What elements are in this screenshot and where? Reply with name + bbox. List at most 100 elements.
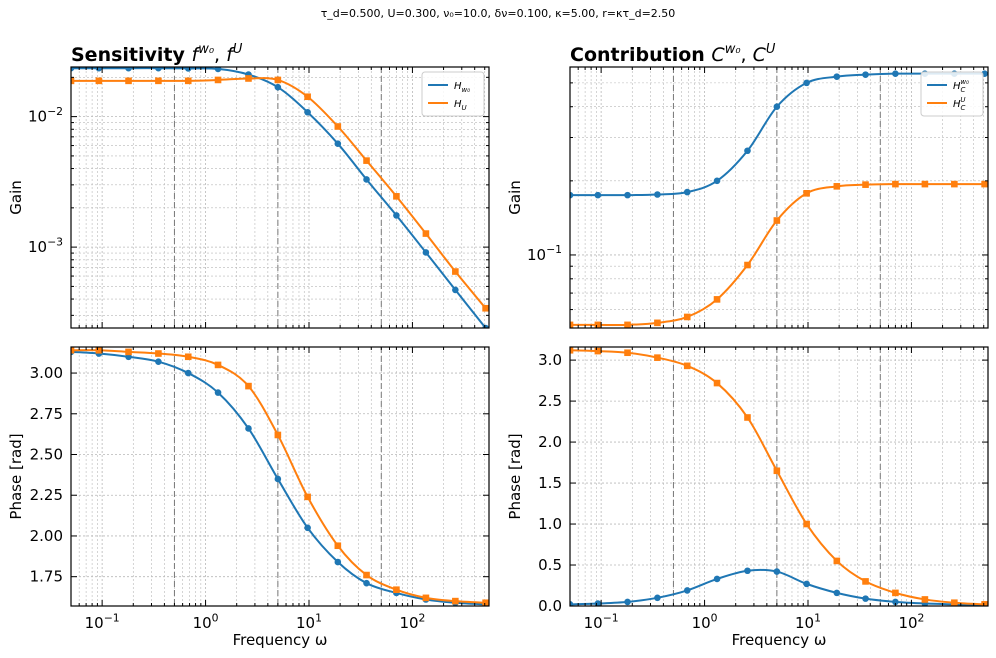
y-axis-label: Gain [7,180,25,215]
data-point-square [184,353,192,361]
legend: Hw₀ HU [421,71,485,117]
data-point-square [184,77,192,85]
data-point-circle [245,425,252,432]
axes-frame [569,346,989,607]
data-point-circle [422,249,430,256]
legend-label: HCU [953,96,966,112]
grid-lines [570,347,988,606]
data-point-circle [274,83,282,91]
series-group [71,347,489,606]
series-group [570,347,988,606]
data-point-square [214,361,222,369]
data-point-square [452,268,459,275]
data-point-circle [334,140,342,148]
chart-panel-1: 10−3 10−2 Gain Sensitivity fw₀, fU Hw₀ HU [7,42,490,329]
data-point-square [981,601,988,606]
data-point-circle [334,558,342,566]
data-point-square [744,414,751,421]
legend-label: HU [454,99,467,112]
data-point-circle [624,191,631,199]
data-point-circle [892,598,899,606]
data-point-square [624,349,631,357]
chart-panel-3: 10−1 100 101 102 1.75 2.00 2.25 2.50 2.75 3.00 Pha… [7,346,490,649]
y-tick-label: 1.0 [538,515,562,533]
data-point-circle [155,358,162,365]
data-point-circle [744,147,751,155]
data-point-square [245,382,252,390]
data-point-square [363,571,370,579]
legend: HCw₀ HCU [920,71,984,117]
data-point-square [95,77,103,85]
y-axis-label: Phase [rad] [506,433,524,519]
data-point-circle [654,594,661,602]
data-point-square [833,183,841,190]
y-tick-label: 2.0 [538,433,562,451]
legend-box [421,71,485,117]
chart-panel-2: 10−1 Gain Contribution Cw₀, CU HCw₀ HCU [506,42,989,329]
data-point-circle [744,567,751,575]
data-point-circle [304,108,311,116]
data-point-square [654,319,661,327]
figure-suptitle: τ_d=0.500, U=0.300, ν₀=10.0, δν=0.100, κ… [320,7,676,20]
data-point-circle [833,589,841,597]
axes-frame [569,66,989,329]
data-point-square [713,296,721,303]
data-point-circle [274,475,282,483]
data-point-circle [773,103,781,111]
x-axis-label: Frequency ω [233,631,328,649]
data-point-square [773,467,781,475]
data-point-square [422,230,430,237]
data-point-circle [803,580,810,588]
data-point-square [921,596,929,603]
y-tick-label: 2.5 [538,392,562,410]
data-point-square [654,354,661,361]
data-point-square [274,76,282,84]
data-point-square [862,578,869,585]
data-point-square [482,304,489,312]
y-tick-label: 1.75 [30,568,63,586]
data-point-square [683,313,691,321]
data-point-square [683,362,691,370]
grid-lines [570,67,988,328]
data-point-circle [594,191,602,199]
y-axis-label: Gain [506,180,524,215]
data-point-square [245,75,252,82]
data-point-circle [862,595,869,602]
data-point-square [951,180,958,188]
data-point-square [393,193,400,200]
y-tick-label: 2.25 [30,486,63,504]
y-axis-label: Phase [rad] [7,433,25,519]
data-point-square [155,350,162,357]
data-point-square [921,180,929,188]
data-point-circle [833,73,841,80]
data-point-circle [683,188,691,196]
data-point-square [833,557,841,565]
data-point-square [125,77,132,85]
y-tick-label: 0.5 [538,556,562,574]
y-tick-label: 3.0 [538,351,562,369]
data-point-square [862,181,869,188]
y-tick-label: 10−1 [527,243,562,264]
data-point-circle [393,212,400,219]
series-group [71,67,489,328]
data-point-square [304,493,311,501]
legend-box [920,71,984,117]
legend-label: Hw₀ [454,81,470,94]
data-point-circle [570,191,574,199]
data-point-circle [363,579,370,587]
data-point-square [452,597,459,605]
data-point-square [803,520,810,528]
data-point-square [214,76,222,84]
data-point-square [892,180,899,188]
y-tick-label: 2.00 [30,527,63,545]
data-point-square [482,599,489,606]
data-point-circle [214,67,222,73]
y-tick-label: 10−2 [28,105,63,126]
axes-frame [70,346,490,607]
data-point-square [713,379,721,387]
data-point-circle [862,71,869,78]
data-point-circle [713,177,721,185]
x-tick-label: 100 [692,611,718,632]
data-point-circle [803,79,810,87]
data-point-square [155,77,162,85]
